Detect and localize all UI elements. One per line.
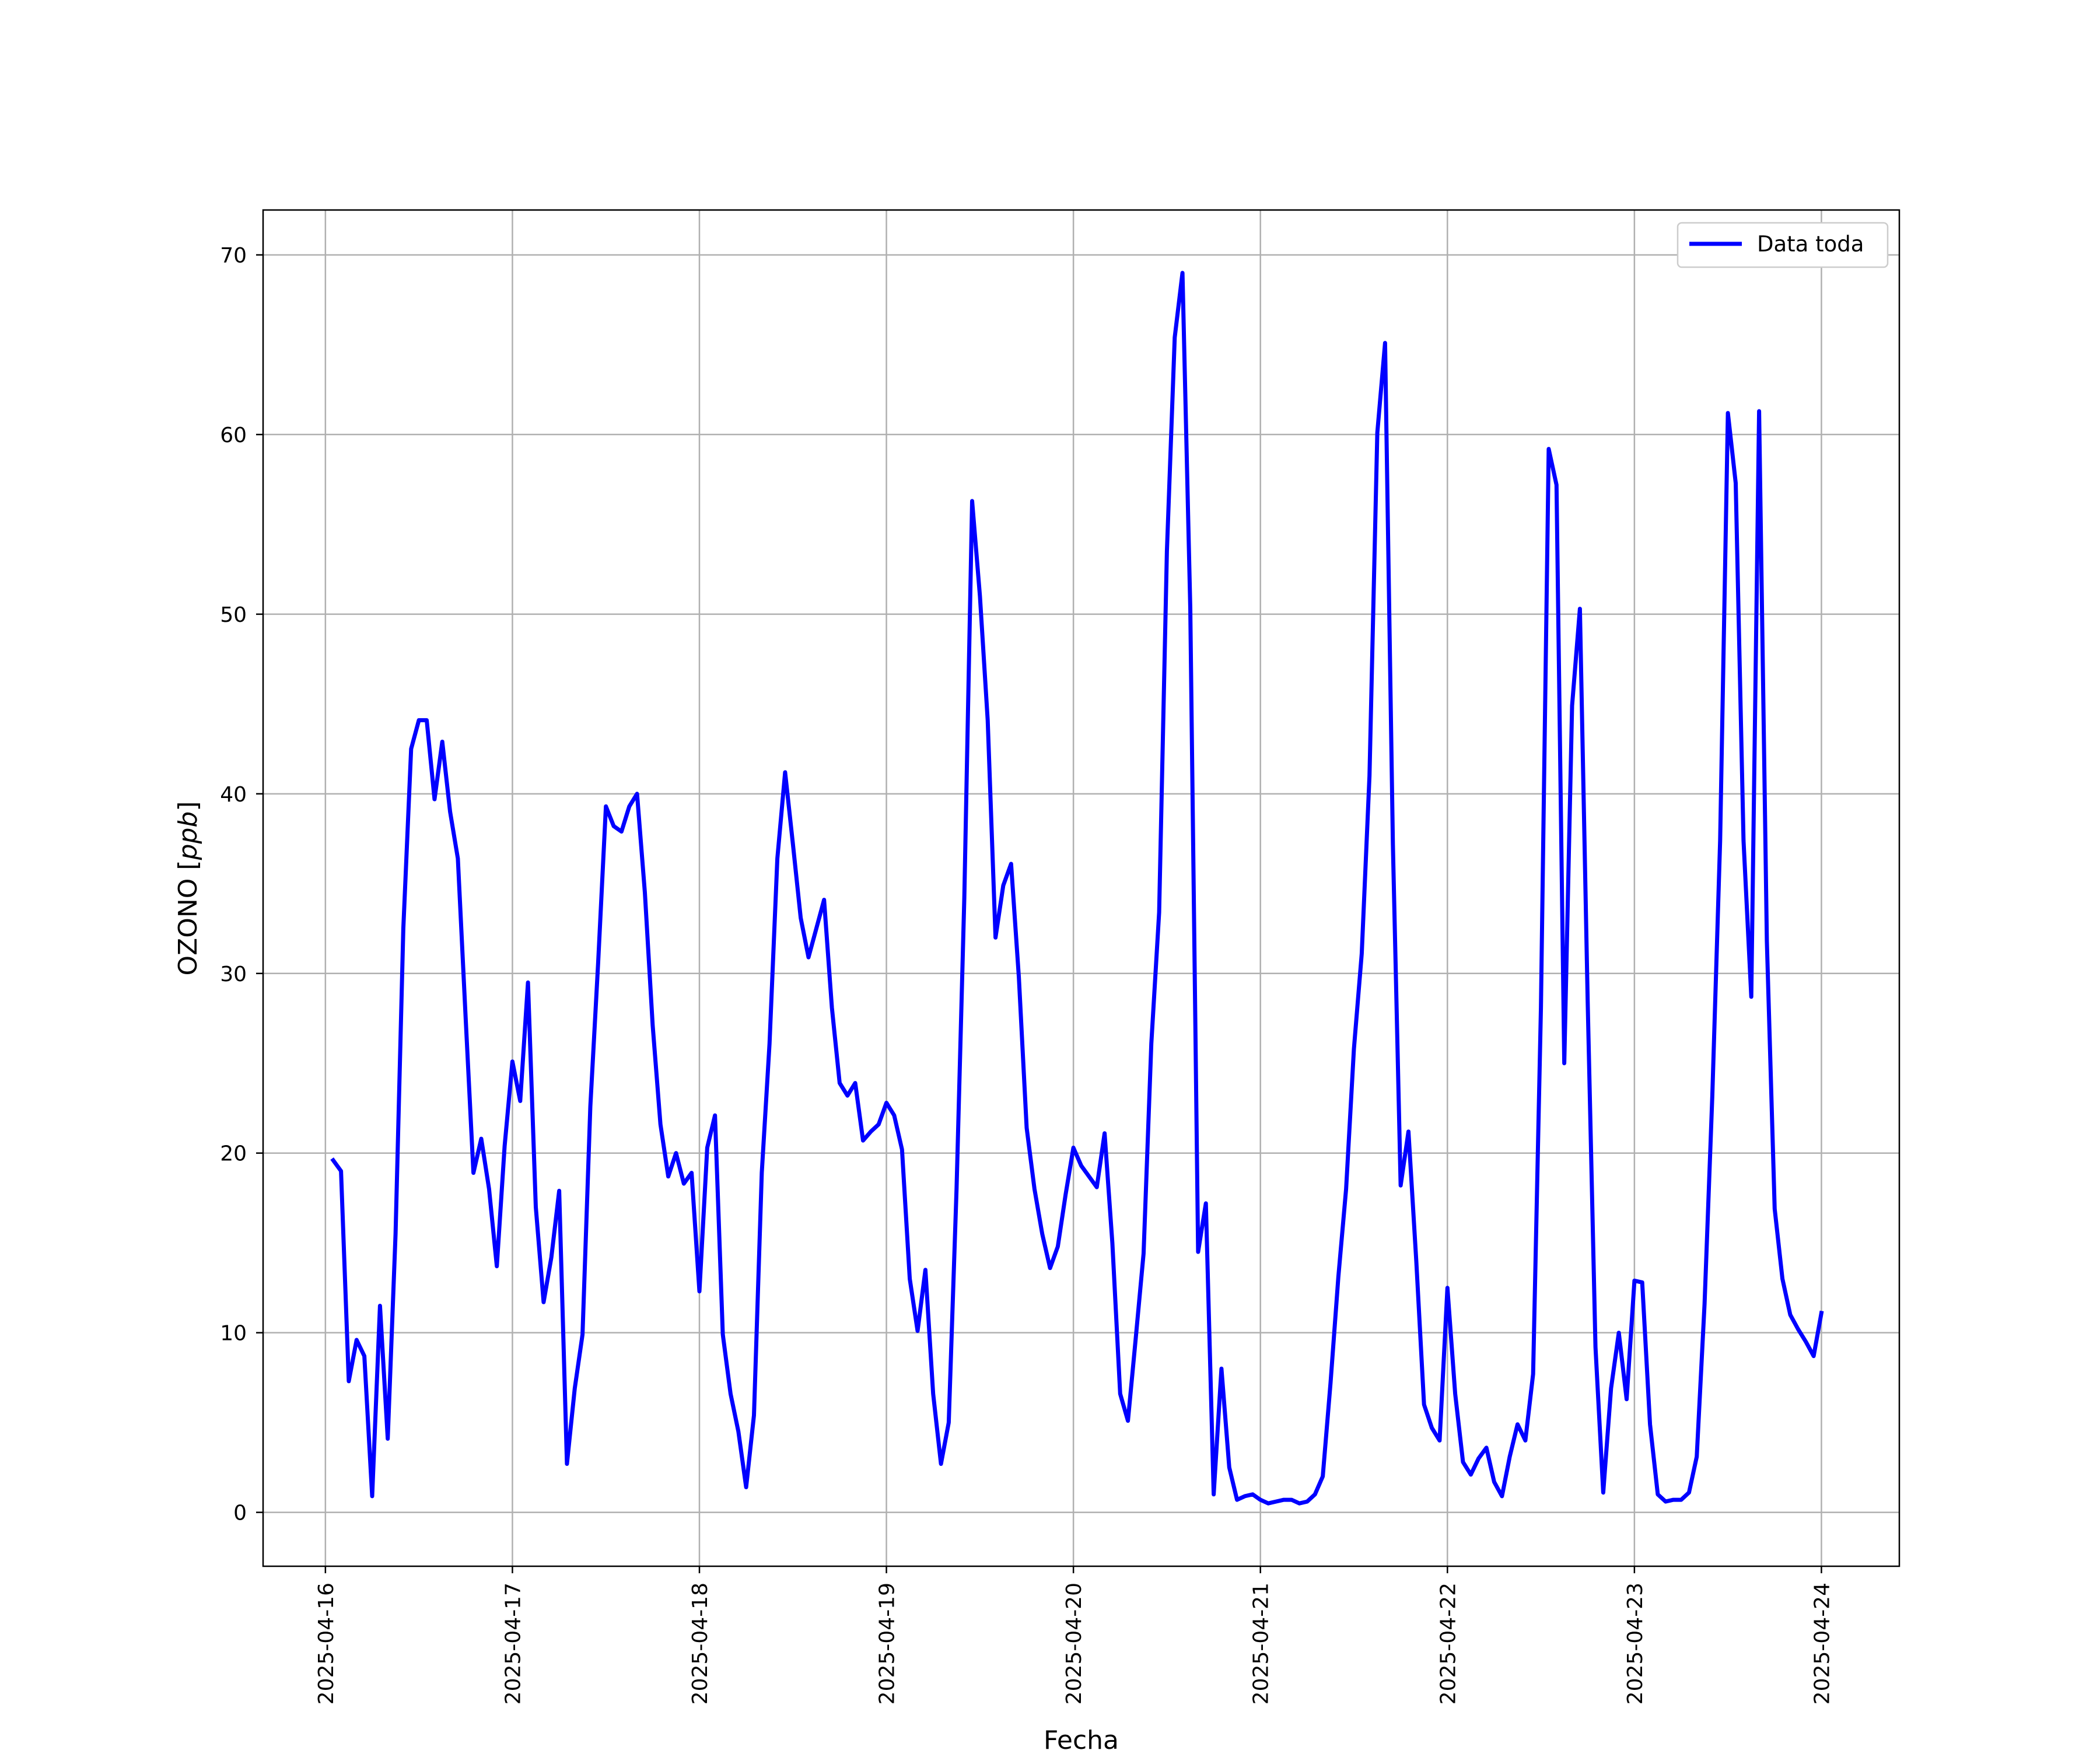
x-gridlines: [324, 210, 1822, 1566]
x-tick-label: 2025-04-23: [1623, 1583, 1647, 1704]
y-tick-label: 30: [220, 963, 247, 986]
y-axis-label-unit: ppb: [173, 811, 203, 861]
x-tick-label: 2025-04-19: [876, 1583, 900, 1704]
y-tick-label: 10: [220, 1322, 247, 1346]
series-line-0: [330, 271, 1824, 1506]
legend: Data toda: [1676, 222, 1889, 268]
x-tick-label: 2025-04-16: [314, 1583, 338, 1704]
legend-box: [1676, 222, 1889, 268]
x-tick-label: 2025-04-21: [1250, 1583, 1273, 1704]
x-axis-ticks: 2025-04-16 2025-04-17 2025-04-18 2025-04-19…: [314, 1566, 1834, 1704]
y-tick-label: 70: [220, 244, 247, 268]
y-tick-label: 0: [233, 1502, 247, 1525]
plot-frame: [262, 209, 1901, 1567]
legend-label: Data toda: [1757, 232, 1864, 257]
series-layer: [330, 271, 1824, 1506]
plot-area: [263, 210, 1899, 1566]
y-tick-label: 50: [220, 603, 247, 627]
y-tick-label: 40: [220, 783, 247, 807]
x-axis-label: Fecha: [1044, 1726, 1119, 1750]
y-gridlines: [263, 254, 1899, 1513]
x-tick-label: 2025-04-20: [1062, 1583, 1086, 1704]
y-axis-ticks: 0 10 20 30 40 50 60 70: [220, 244, 263, 1525]
y-tick-label: 60: [220, 424, 247, 447]
y-axis-label-text: OZONO: [173, 878, 203, 976]
x-tick-label: 2025-04-17: [501, 1583, 525, 1704]
x-tick-label: 2025-04-24: [1810, 1583, 1834, 1704]
x-tick-label: 2025-04-22: [1436, 1583, 1460, 1704]
y-tick-label: 20: [220, 1142, 247, 1166]
x-tick-label: 2025-04-18: [688, 1583, 712, 1704]
y-axis-label: OZONO [ppb]: [173, 801, 203, 975]
